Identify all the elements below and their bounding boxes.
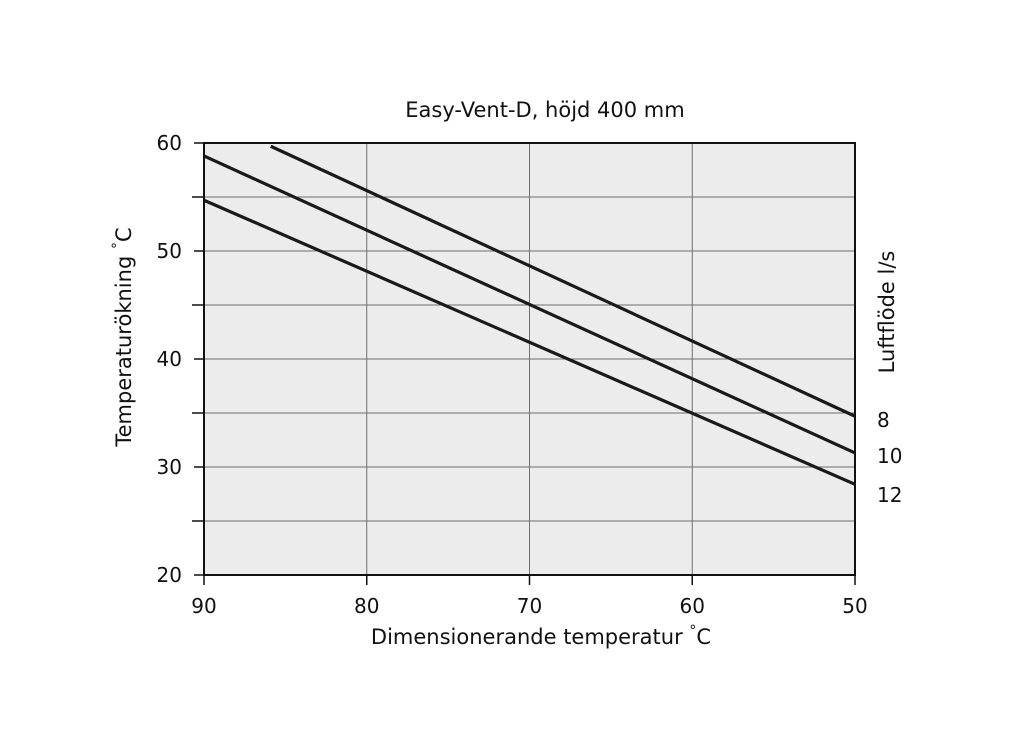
x-axis-degree: °: [689, 623, 696, 639]
x-axis-unit: C: [696, 625, 711, 649]
x-tick-label: 70: [517, 594, 542, 618]
x-tick-label: 80: [354, 594, 379, 618]
series-labels: 8 10 12: [877, 408, 902, 507]
y-tick-label: 50: [157, 239, 182, 263]
x-tick-label: 50: [842, 594, 867, 618]
right-axis-label: Luftflöde l/s: [875, 251, 899, 374]
series-label-10: 10: [877, 444, 902, 468]
chart-title: Easy-Vent-D, höjd 400 mm: [405, 98, 684, 122]
series-label-12: 12: [877, 483, 902, 507]
x-tick-label: 90: [191, 594, 216, 618]
y-axis-unit: C: [112, 227, 136, 242]
y-axis-degree: °: [110, 242, 126, 249]
y-tick-label: 30: [157, 455, 182, 479]
grid: [204, 143, 855, 575]
y-axis-label: Temperaturökning °C: [110, 227, 136, 447]
series-line-10: [203, 154, 856, 455]
x-axis-label-text: Dimensionerande temperatur: [371, 625, 683, 649]
series-line-8: [270, 144, 856, 418]
series-line-12: [203, 198, 856, 486]
y-tick-label: 20: [157, 563, 182, 587]
x-axis-label: Dimensionerande temperatur °C: [371, 623, 711, 649]
x-tick-label: 60: [680, 594, 705, 618]
y-axis-label-text: Temperaturökning: [112, 256, 136, 448]
x-tick-labels: 90 80 70 60 50: [191, 594, 867, 618]
y-tick-labels: 20 30 40 50 60: [157, 131, 182, 587]
axis-ticks: [192, 142, 856, 585]
y-tick-label: 40: [157, 347, 182, 371]
series-label-8: 8: [877, 408, 890, 432]
series-lines: [203, 144, 856, 486]
y-tick-label: 60: [157, 131, 182, 155]
